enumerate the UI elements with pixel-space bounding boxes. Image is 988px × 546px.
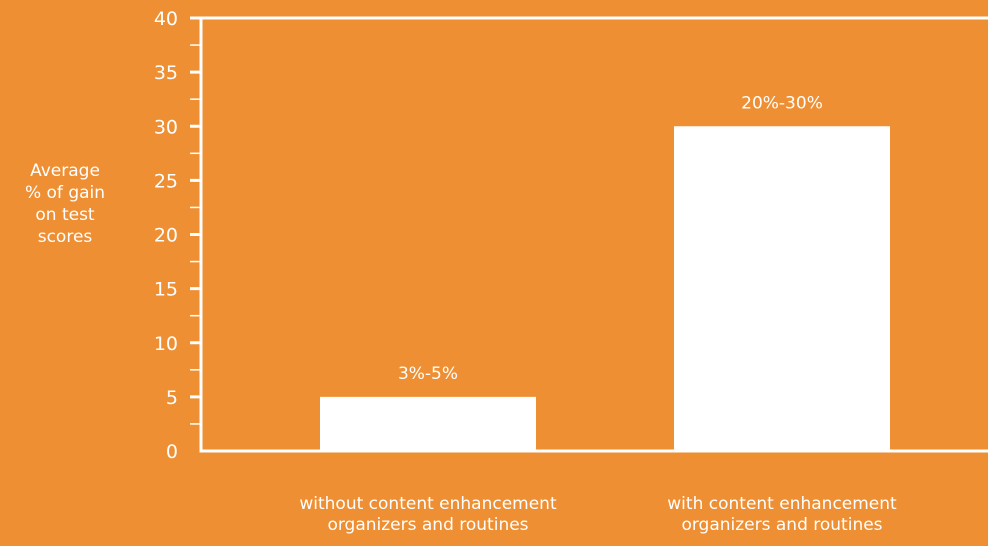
y-tick-label: 5 bbox=[166, 387, 178, 409]
y-ticks: 0 5 10 15 20 25 30 35 40 bbox=[154, 8, 201, 463]
data-label-2: 20%-30% bbox=[741, 93, 823, 113]
data-label-1: 3%-5% bbox=[398, 364, 458, 384]
y-tick-label: 25 bbox=[154, 170, 178, 192]
bar-2 bbox=[674, 126, 890, 450]
x-category-label-2-line-2: organizers and routines bbox=[681, 515, 883, 535]
x-category-label-1-line-1: without content enhancement bbox=[299, 494, 557, 514]
y-axis-label-line-4: scores bbox=[37, 227, 93, 247]
y-tick-label: 0 bbox=[166, 441, 178, 463]
y-tick-label: 15 bbox=[154, 279, 178, 301]
x-category-label-1-line-2: organizers and routines bbox=[327, 515, 529, 535]
bar-1 bbox=[320, 396, 536, 450]
y-tick-label: 10 bbox=[154, 333, 178, 355]
y-axis-label-line-3: on test bbox=[35, 205, 95, 225]
y-axis-label-line-2: % of gain bbox=[24, 183, 106, 203]
x-category-label-2-line-1: with content enhancement bbox=[667, 494, 897, 514]
data-labels: 3%-5% 20%-30% bbox=[398, 93, 823, 384]
y-tick-label: 40 bbox=[154, 8, 178, 30]
x-category-label-1: without content enhancement organizers a… bbox=[263, 494, 593, 536]
y-tick-label: 30 bbox=[154, 116, 178, 138]
bars bbox=[320, 126, 890, 450]
y-tick-label: 35 bbox=[154, 62, 178, 84]
x-category-label-2: with content enhancement organizers and … bbox=[617, 494, 947, 536]
y-axis-label-line-1: Average bbox=[30, 161, 100, 181]
y-tick-label: 20 bbox=[154, 225, 178, 247]
